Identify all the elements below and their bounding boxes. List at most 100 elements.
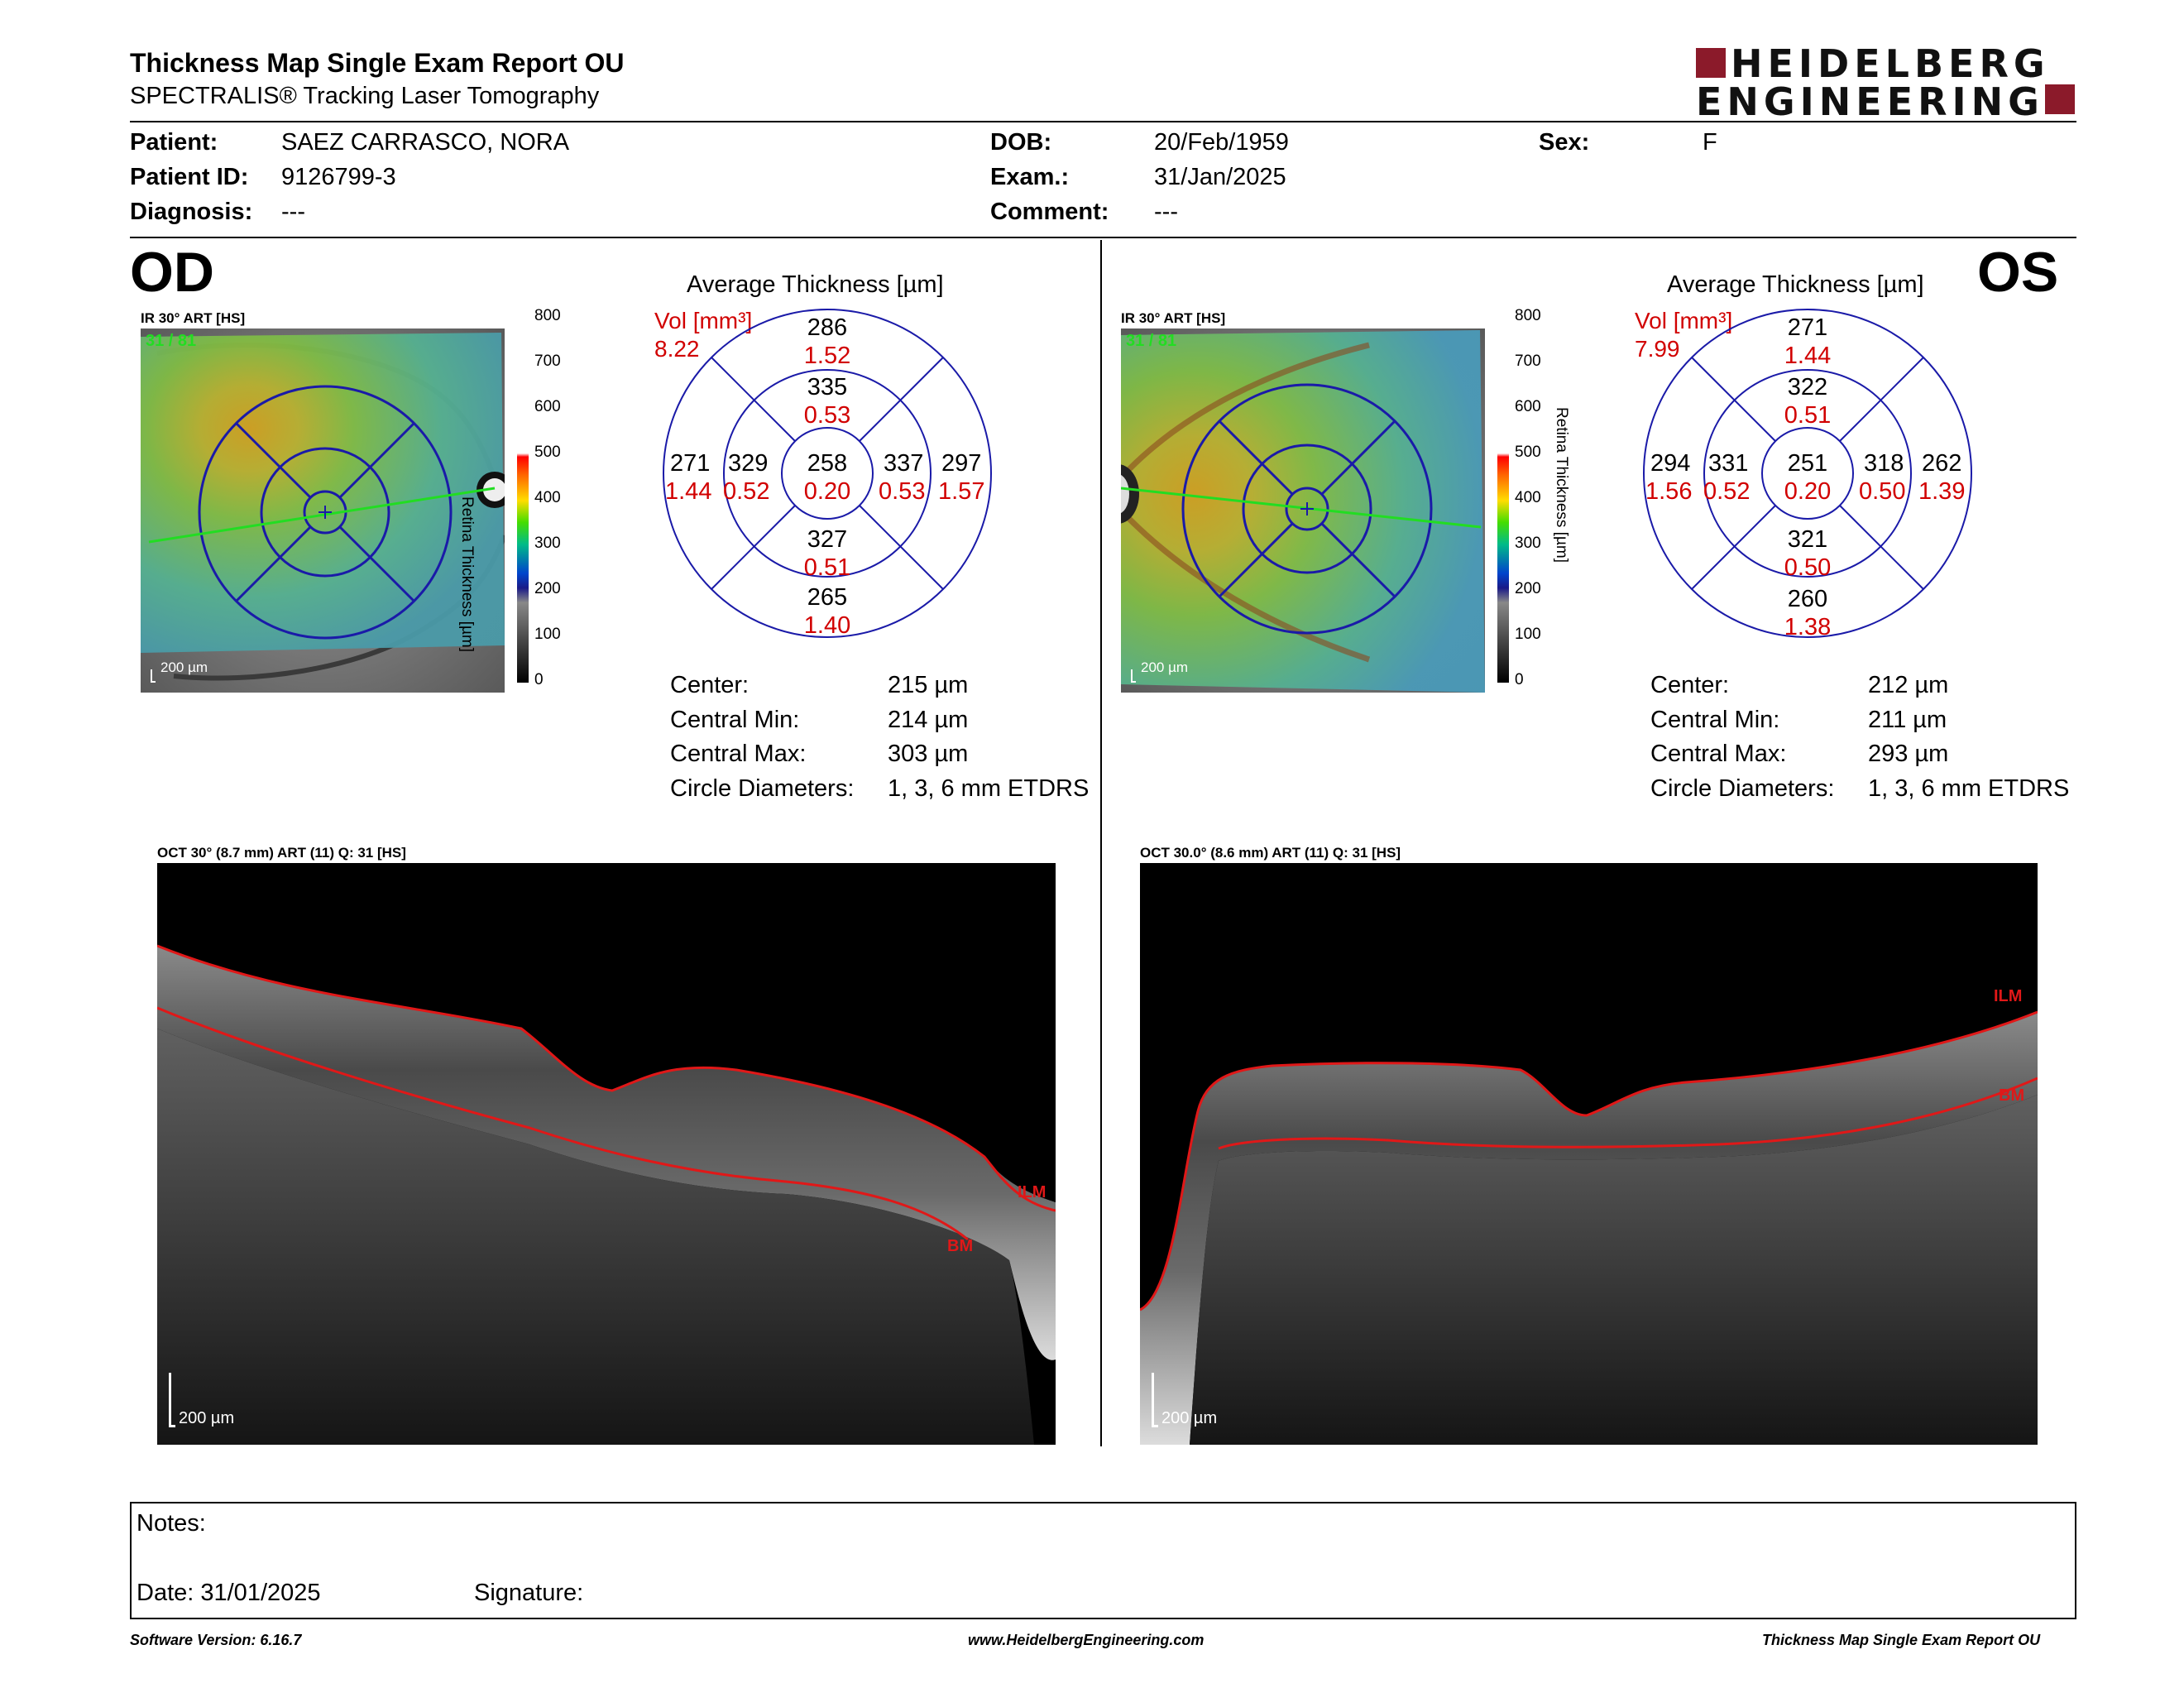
od-color-scale (517, 319, 529, 683)
od-map-overlay-text: 31 / 81 (146, 332, 197, 350)
os-ilm-label: ILM (1994, 987, 2023, 1005)
od-outer-left-thickness: 271 (670, 450, 711, 477)
od-inner-right-volume: 0.53 (879, 478, 926, 505)
os-outer-inf-volume: 1.38 (1784, 614, 1832, 640)
dob-value: 20/Feb/1959 (1154, 129, 1289, 156)
scale-tick: 500 (1515, 444, 1541, 461)
os-etdrs-overlay (1121, 383, 1482, 635)
scale-tick: 300 (534, 535, 561, 552)
od-ilm-label: ILM (1018, 1183, 1046, 1201)
od-stat-value: 303 µm (888, 741, 969, 767)
od-stat-value: 214 µm (888, 707, 969, 733)
diagnosis-label: Diagnosis: (130, 199, 253, 225)
logo-square-icon (2045, 84, 2075, 114)
os-inner-sup-volume: 0.51 (1784, 402, 1832, 429)
report-title: Thickness Map Single Exam Report OU (130, 48, 625, 78)
os-inner-left-thickness: 331 (1708, 450, 1749, 477)
patient-divider (130, 237, 2076, 238)
scale-tick: 300 (1515, 535, 1541, 552)
scale-tick: 0 (1515, 671, 1524, 688)
os-inner-inf-thickness: 321 (1787, 526, 1828, 553)
od-inner-left-thickness: 329 (728, 450, 769, 477)
comment-value: --- (1154, 199, 1178, 225)
scale-tick: 100 (534, 626, 561, 643)
scale-tick: 200 (1515, 580, 1541, 597)
scale-tick: 200 (534, 580, 561, 597)
os-color-scale (1497, 319, 1509, 683)
software-version: Software Version: 6.16.7 (130, 1632, 302, 1648)
eye-label-os: OS (1977, 241, 2059, 304)
od-oct-scalebar-mark (169, 1373, 175, 1427)
od-outer-inf-volume: 1.40 (803, 612, 851, 639)
od-inner-right-thickness: 337 (884, 450, 924, 477)
scale-tick: 800 (1515, 307, 1541, 324)
od-map-caption: IR 30° ART [HS] (141, 310, 246, 326)
od-oct-caption: OCT 30° (8.7 mm) ART (11) Q: 31 [HS] (157, 845, 406, 861)
eye-label-od: OD (130, 241, 214, 304)
scale-tick: 700 (534, 352, 561, 370)
date-label: Date: 31/01/2025 (136, 1580, 321, 1606)
exam-value: 31/Jan/2025 (1154, 164, 1286, 190)
od-inner-inf-thickness: 327 (807, 526, 848, 553)
os-outer-inf-thickness: 260 (1787, 586, 1828, 612)
os-vol-label: Vol [mm³] (1635, 308, 1733, 333)
od-outer-sup-volume: 1.52 (803, 343, 851, 369)
signature-label: Signature: (474, 1580, 584, 1606)
od-stat-label: Central Max: (670, 741, 807, 767)
website-link[interactable]: www.HeidelbergEngineering.com (968, 1632, 1205, 1648)
os-oct-scalebar-mark (1152, 1373, 1158, 1427)
od-outer-sup-thickness: 286 (807, 314, 848, 341)
diagnosis-value: --- (281, 199, 305, 225)
comment-label: Comment: (990, 199, 1109, 225)
os-stat-label: Center: (1650, 672, 1730, 698)
od-stat-value: 215 µm (888, 672, 969, 698)
os-outer-right-volume: 1.39 (1918, 478, 1966, 505)
od-etdrs-overlay (148, 385, 496, 640)
os-outer-left-thickness: 294 (1650, 450, 1691, 477)
heidelberg-logo: HEIDELBERG ENGINEERING (1688, 41, 2076, 124)
scale-tick: 700 (1515, 352, 1541, 370)
os-inner-sup-thickness: 322 (1787, 374, 1828, 400)
footer-report-name: Thickness Map Single Exam Report OU (1762, 1632, 2041, 1648)
os-map-caption: IR 30° ART [HS] (1121, 310, 1226, 326)
od-center-thickness: 258 (807, 450, 848, 477)
patient-label: Patient: (130, 129, 218, 156)
od-center-volume: 0.20 (803, 478, 851, 505)
os-stat-value: 211 µm (1868, 707, 1947, 733)
os-outer-right-thickness: 262 (1922, 450, 1962, 477)
os-stat-value: 212 µm (1868, 672, 1949, 698)
os-inner-right-thickness: 318 (1864, 450, 1904, 477)
od-map-scalebar: 200 µm (160, 659, 208, 675)
os-oct-scalebar: 200 µm (1161, 1409, 1218, 1427)
os-center-thickness: 251 (1787, 450, 1828, 477)
exam-label: Exam.: (990, 164, 1070, 190)
logo-line-1: HEIDELBERG (1731, 41, 2050, 86)
os-scale-axis-label: Retina Thickness [µm] (1553, 407, 1570, 563)
od-inner-sup-volume: 0.53 (803, 402, 851, 429)
os-inner-right-volume: 0.50 (1859, 478, 1906, 505)
os-stat-label: Central Max: (1650, 741, 1787, 767)
os-scale-tick-labels: 800 700 600 500 400 300 200 100 0 (1515, 307, 1548, 696)
os-center-volume: 0.20 (1784, 478, 1832, 505)
od-inner-inf-volume: 0.51 (803, 554, 851, 581)
sex-value: F (1703, 129, 1717, 156)
os-thickness-map: 31 / 81 200 µm (1121, 328, 1485, 693)
os-stat-label: Circle Diameters: (1650, 775, 1835, 802)
patient-id: 9126799-3 (281, 164, 396, 190)
scale-tick: 800 (534, 307, 561, 324)
od-map-scalebar-mark (151, 669, 156, 683)
report-subtitle: SPECTRALIS® Tracking Laser Tomography (130, 83, 600, 109)
od-inner-left-volume: 0.52 (723, 478, 770, 505)
os-outer-left-volume: 1.56 (1645, 478, 1693, 505)
notes-box: Notes: Date: 31/01/2025 Signature: (130, 1502, 2076, 1619)
logo-line-2: ENGINEERING (1696, 79, 2044, 124)
scale-tick: 600 (1515, 398, 1541, 415)
scale-tick: 500 (534, 444, 561, 461)
od-thickness-map: 31 / 81 200 µm (141, 328, 505, 693)
od-avg-title: Average Thickness [µm] (687, 271, 944, 298)
od-vol-value: 8.22 (654, 336, 700, 362)
od-vol-label: Vol [mm³] (654, 308, 753, 333)
logo-square-icon (1696, 48, 1726, 78)
od-fundus-image (141, 328, 505, 693)
os-stat-value: 293 µm (1868, 741, 1949, 767)
